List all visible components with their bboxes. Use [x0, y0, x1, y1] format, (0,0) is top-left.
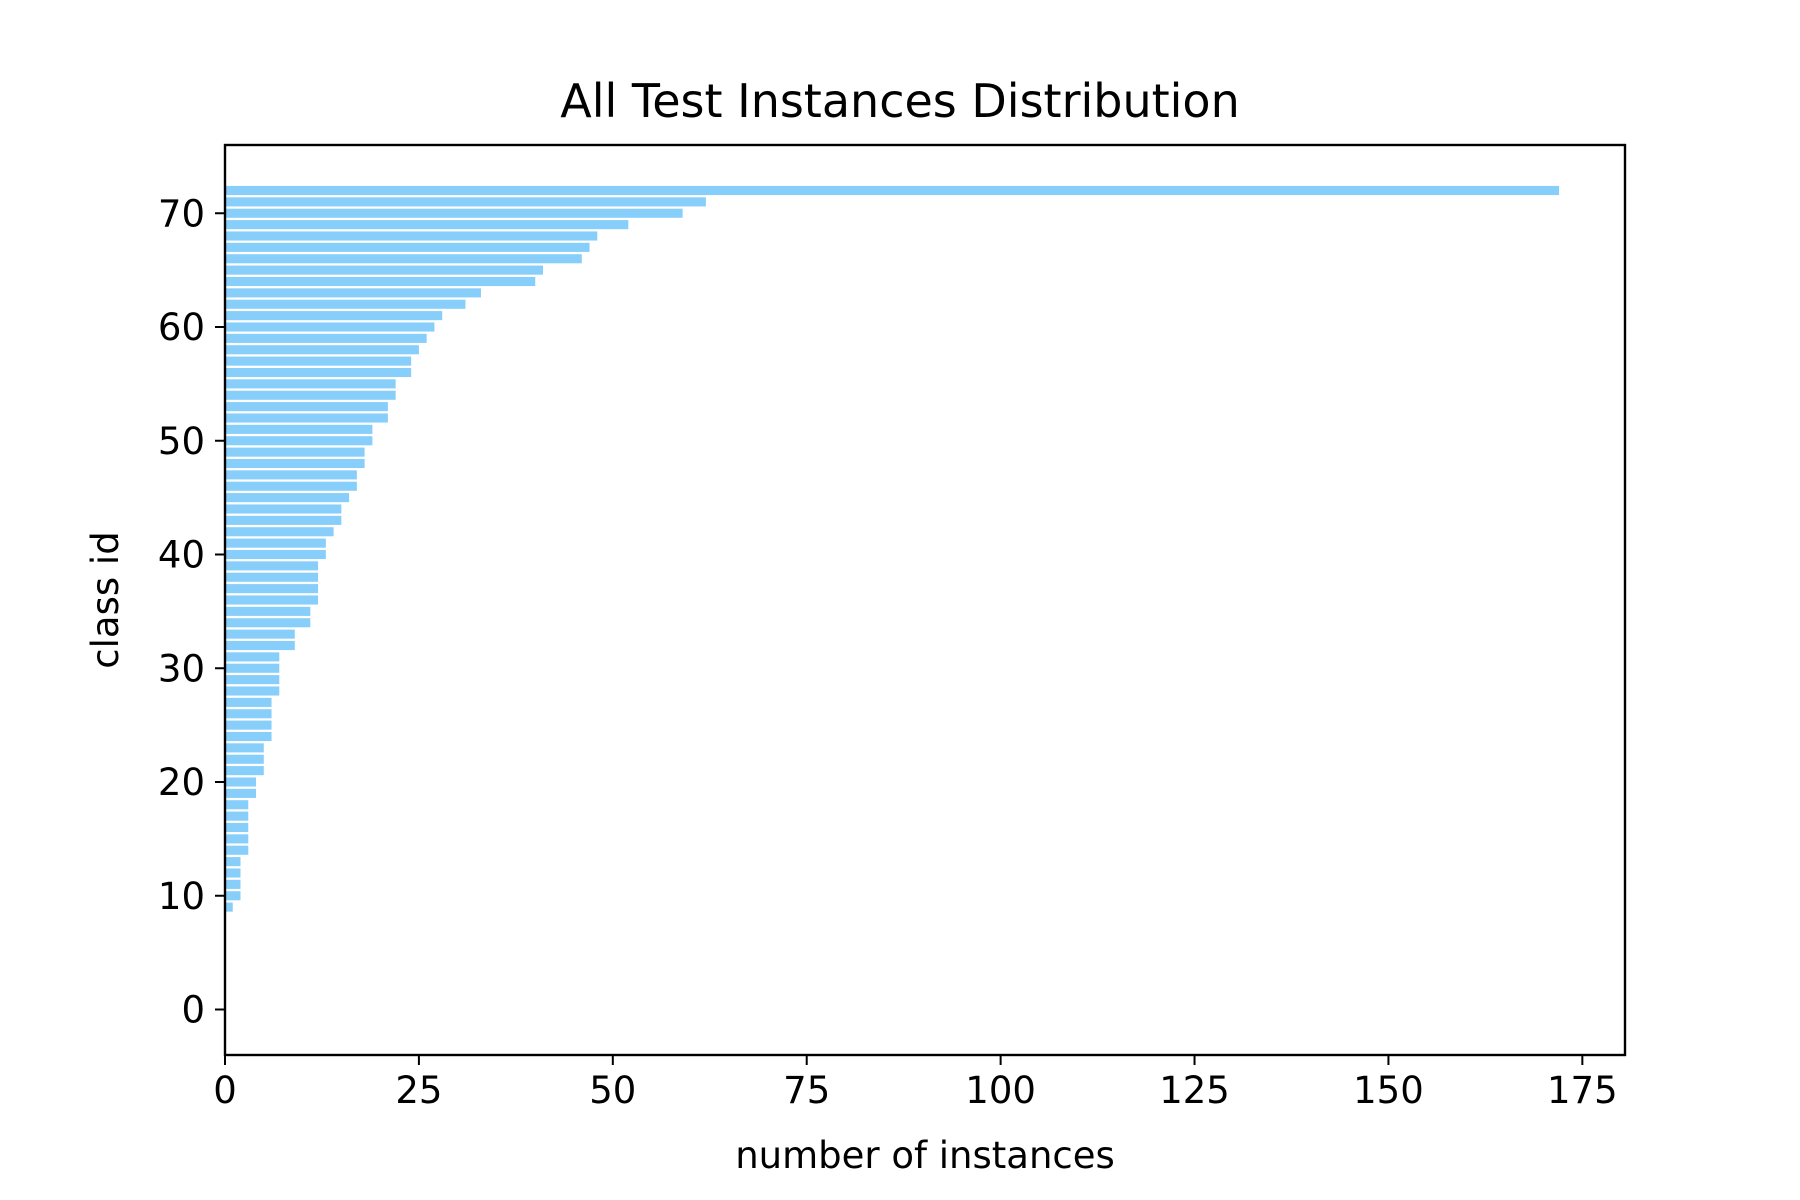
y-tick-label-60: 60: [158, 306, 205, 349]
bar-class-49: [225, 447, 365, 457]
bar-class-28: [225, 686, 280, 696]
bar-class-43: [225, 515, 342, 525]
bar-class-39: [225, 561, 319, 571]
bar-class-27: [225, 697, 272, 707]
y-tick-label-30: 30: [158, 647, 205, 690]
x-tick-label-125: 125: [1159, 1069, 1230, 1112]
bar-class-56: [225, 367, 412, 378]
bar-class-45: [225, 493, 350, 503]
bar-class-63: [225, 288, 481, 298]
bar-class-61: [225, 311, 443, 321]
bar-class-48: [225, 458, 365, 469]
bar-class-50: [225, 436, 373, 446]
bar-class-58: [225, 345, 419, 355]
y-axis: 0 10 20 30 40 50 60 70: [158, 192, 225, 1032]
y-tick-label-70: 70: [158, 192, 205, 235]
bar-class-67: [225, 242, 590, 252]
bar-class-22: [225, 754, 264, 764]
bar-class-68: [225, 231, 598, 241]
bar-class-47: [225, 470, 357, 480]
bar-class-66: [225, 254, 582, 264]
bar-class-53: [225, 402, 388, 412]
bar-class-14: [225, 845, 249, 855]
chart-title: All Test Instances Distribution: [560, 74, 1239, 128]
x-axis-label: number of instances: [735, 1134, 1115, 1177]
bar-class-70: [225, 208, 683, 218]
bar-class-12: [225, 868, 241, 878]
y-axis-label: class id: [84, 531, 127, 668]
bar-class-35: [225, 606, 311, 616]
bar-class-72: [225, 185, 1560, 196]
bar-class-32: [225, 640, 295, 651]
bar-class-62: [225, 299, 466, 309]
bar-class-71: [225, 197, 706, 207]
x-tick-label-175: 175: [1547, 1069, 1618, 1112]
bar-class-51: [225, 424, 373, 434]
bar-class-40: [225, 549, 326, 560]
y-tick-label-0: 0: [181, 989, 205, 1032]
bar-class-21: [225, 766, 264, 776]
bar-class-54: [225, 390, 396, 400]
y-tick-label-10: 10: [158, 875, 205, 918]
bar-class-10: [225, 891, 241, 901]
bar-class-33: [225, 629, 295, 639]
bars-group: [225, 185, 1560, 912]
bar-class-46: [225, 481, 357, 491]
y-tick-label-40: 40: [158, 534, 205, 577]
bar-class-38: [225, 572, 319, 582]
bar-class-44: [225, 504, 342, 514]
bar-class-64: [225, 276, 536, 287]
x-tick-label-25: 25: [395, 1069, 442, 1112]
bar-class-59: [225, 333, 427, 343]
bar-class-60: [225, 322, 435, 332]
x-tick-label-100: 100: [965, 1069, 1036, 1112]
bar-class-34: [225, 618, 311, 628]
bar-class-17: [225, 811, 249, 821]
bar-class-15: [225, 834, 249, 844]
bar-class-16: [225, 822, 249, 833]
bar-class-30: [225, 663, 280, 673]
bar-class-36: [225, 595, 319, 605]
bar-class-9: [225, 902, 233, 912]
bar-class-31: [225, 652, 280, 662]
bar-class-37: [225, 584, 319, 594]
bar-class-13: [225, 857, 241, 867]
bar-class-52: [225, 413, 388, 423]
plot-frame: [223, 143, 1627, 1057]
x-tick-label-75: 75: [783, 1069, 830, 1112]
bar-class-25: [225, 720, 272, 730]
bar-class-19: [225, 788, 257, 798]
bar-class-11: [225, 879, 241, 889]
bar-class-24: [225, 731, 272, 742]
y-tick-label-20: 20: [158, 761, 205, 804]
y-tick-label-50: 50: [158, 420, 205, 463]
x-tick-label-0: 0: [213, 1069, 237, 1112]
x-tick-label-50: 50: [589, 1069, 636, 1112]
bar-class-29: [225, 675, 280, 685]
bar-class-69: [225, 220, 629, 230]
bar-class-55: [225, 379, 396, 389]
bar-class-18: [225, 800, 249, 810]
x-tick-label-150: 150: [1353, 1069, 1424, 1112]
bar-class-42: [225, 527, 334, 537]
x-axis: 0 25 50 75 100 125 150 175: [213, 1055, 1618, 1112]
bar-class-23: [225, 743, 264, 753]
bar-class-26: [225, 709, 272, 719]
bar-class-57: [225, 356, 412, 366]
bar-class-65: [225, 265, 544, 275]
bar-class-20: [225, 777, 257, 787]
bar-class-41: [225, 538, 326, 548]
